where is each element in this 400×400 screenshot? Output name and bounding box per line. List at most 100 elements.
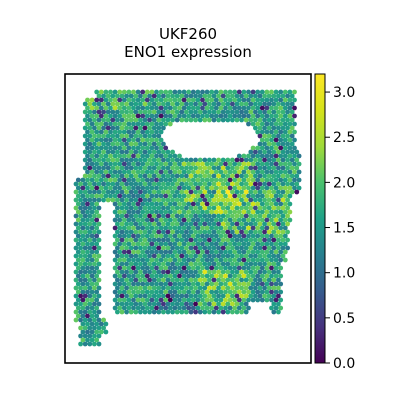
spot-point [236, 185, 242, 191]
spot-point [276, 117, 281, 123]
spot-point [218, 225, 224, 231]
spot-point [131, 209, 136, 215]
spot-point [243, 245, 249, 251]
spot-point [161, 189, 166, 195]
spot-point [266, 277, 272, 283]
spot-point [227, 289, 233, 295]
spot-point [98, 177, 104, 183]
spot-point [87, 173, 93, 179]
spot-point [170, 293, 176, 299]
spot-point [156, 189, 162, 195]
spot-point [124, 109, 129, 115]
spot-point [190, 161, 196, 167]
spot-point [232, 209, 238, 215]
spot-point [170, 93, 176, 99]
spot-point [193, 261, 199, 267]
spot-point [195, 225, 201, 231]
spot-point [204, 161, 210, 167]
spot-point [126, 161, 132, 167]
spot-point [165, 229, 171, 235]
spot-point [184, 277, 189, 283]
spot-point [151, 181, 157, 187]
spot-point [262, 133, 267, 139]
spot-point [82, 277, 88, 283]
spot-point [250, 241, 256, 247]
spot-point [264, 169, 270, 175]
spot-point [202, 197, 208, 203]
spot-point [289, 149, 295, 155]
spot-point [253, 149, 258, 155]
spot-point [144, 217, 150, 223]
spot-point [239, 165, 245, 171]
spot-point [80, 233, 86, 239]
spot-point [209, 193, 215, 199]
spot-point [87, 261, 93, 267]
spot-point [92, 269, 97, 275]
spot-point [243, 293, 249, 299]
spot-point [227, 257, 233, 263]
spot-point [163, 177, 169, 183]
spot-point [87, 213, 93, 219]
spot-point [115, 181, 120, 187]
spot-point [96, 93, 102, 99]
spot-point [255, 153, 261, 159]
spot-point [209, 97, 215, 103]
spot-point [211, 117, 217, 123]
spot-point [216, 221, 222, 227]
spot-point [142, 117, 148, 123]
spot-point [117, 129, 123, 135]
spot-point [112, 153, 118, 159]
spot-point [149, 209, 155, 215]
spot-point [151, 165, 157, 171]
spot-point [241, 201, 247, 207]
spot-point [126, 289, 132, 295]
spot-point [128, 133, 134, 139]
spot-point [280, 253, 286, 259]
spot-point [73, 205, 79, 211]
spot-point [190, 233, 196, 239]
spot-point [216, 309, 222, 315]
spot-point [223, 289, 228, 295]
spot-point [262, 261, 267, 267]
spot-point [80, 225, 86, 231]
spot-point [73, 269, 79, 275]
spot-point [154, 217, 159, 223]
spot-point [82, 341, 88, 347]
spot-point [128, 301, 134, 307]
spot-point [282, 113, 288, 119]
spot-point [269, 121, 274, 127]
spot-point [220, 109, 226, 115]
spot-point [257, 261, 263, 267]
spot-point [117, 105, 123, 111]
spot-point [133, 277, 139, 283]
spot-point [181, 273, 187, 279]
spot-point [147, 109, 153, 115]
spot-point [181, 281, 187, 287]
spot-point [128, 189, 134, 195]
spot-point [119, 133, 125, 139]
spot-point [190, 193, 196, 199]
spot-point [161, 205, 166, 211]
spot-point [103, 193, 109, 199]
spot-point [236, 233, 242, 239]
spot-point [285, 245, 290, 251]
spot-point [96, 133, 102, 139]
spot-point [119, 253, 125, 259]
spot-point [105, 93, 111, 99]
spot-point [213, 177, 219, 183]
spot-point [211, 93, 217, 99]
spot-point [121, 273, 127, 279]
spot-point [92, 229, 97, 235]
spot-point [115, 109, 120, 115]
spot-point [243, 117, 249, 123]
spot-point [140, 177, 146, 183]
spot-point [142, 293, 148, 299]
spot-point [202, 181, 208, 187]
spot-point [227, 241, 233, 247]
spot-point [287, 105, 293, 111]
spot-point [207, 101, 212, 107]
spot-point [163, 217, 169, 223]
spot-point [154, 177, 159, 183]
spot-point [80, 297, 86, 303]
spot-point [105, 141, 111, 147]
